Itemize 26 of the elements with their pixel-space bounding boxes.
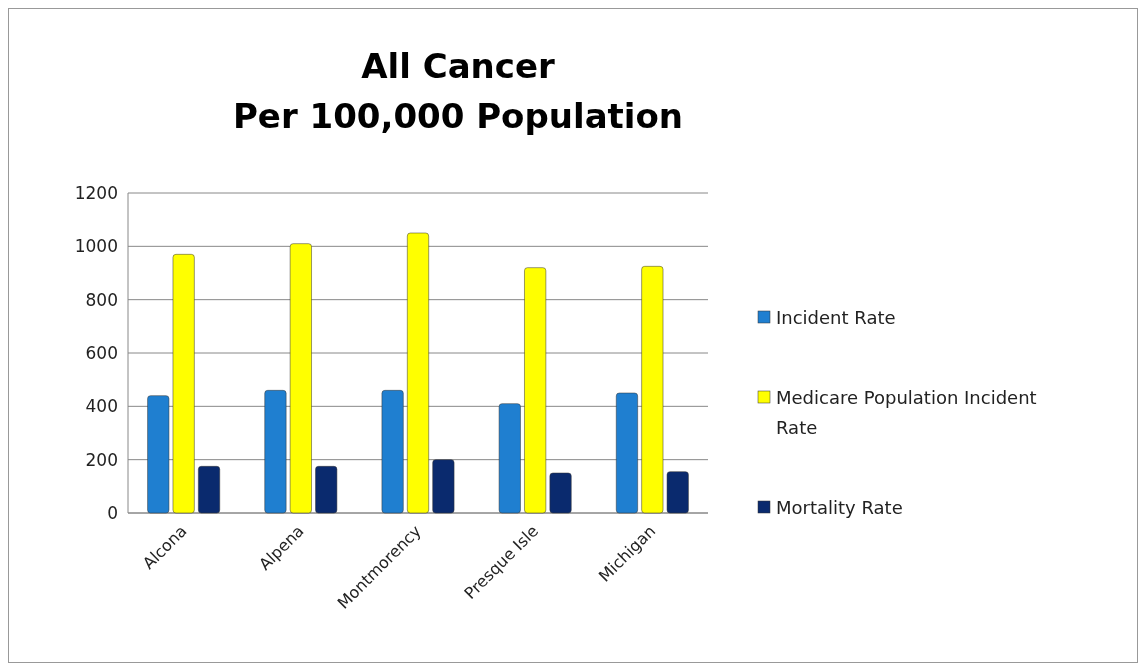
- y-tick-label: 800: [85, 289, 118, 310]
- bar: [666, 471, 689, 514]
- y-tick-label: 0: [107, 502, 118, 523]
- y-tick-label: 200: [85, 449, 118, 470]
- bar: [432, 459, 455, 514]
- legend-label: Medicare Population Incident Rate: [776, 387, 1037, 439]
- bar: [616, 392, 638, 514]
- y-tick-label: 400: [85, 396, 118, 417]
- y-tick-label: 1000: [74, 236, 118, 257]
- bar: [289, 243, 312, 514]
- y-tick-label: 1200: [74, 182, 118, 203]
- bar: [549, 472, 572, 514]
- legend-label: Incident Rate: [776, 307, 896, 329]
- bar: [172, 254, 195, 514]
- bar: [498, 403, 521, 514]
- bar: [524, 267, 547, 514]
- legend-label: Mortality Rate: [776, 497, 903, 519]
- y-tick-label: 600: [85, 342, 118, 363]
- bar: [315, 466, 338, 514]
- bar: [198, 466, 220, 514]
- chart-title: All Cancer Per 100,000 Population: [232, 46, 684, 136]
- bar: [264, 390, 287, 514]
- bar: [381, 390, 404, 514]
- bar: [641, 266, 664, 514]
- bar: [147, 395, 170, 514]
- bar: [407, 232, 429, 514]
